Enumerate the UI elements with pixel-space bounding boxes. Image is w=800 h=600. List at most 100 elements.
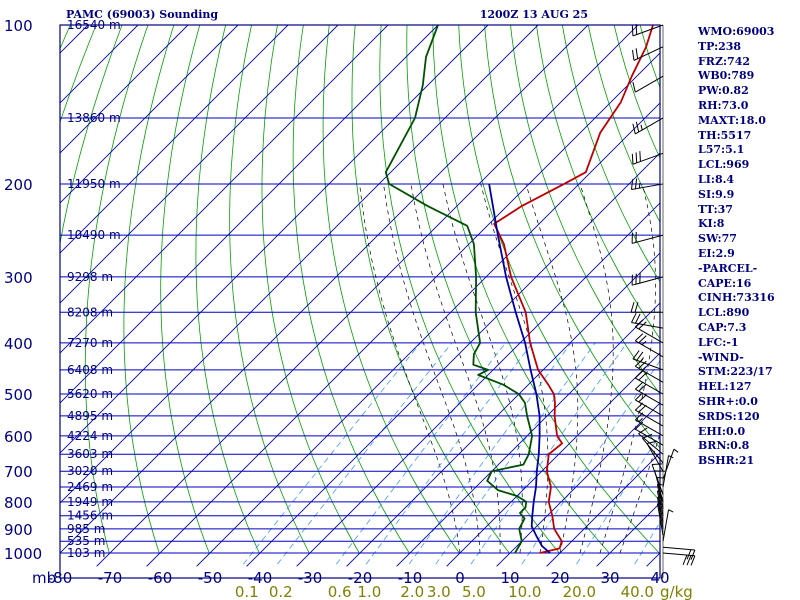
wind-barb-flag <box>634 333 644 342</box>
index-item: EI:2.9 <box>698 246 735 260</box>
height-label: 3603 m <box>67 447 113 461</box>
moist-adiabat <box>525 183 579 554</box>
wind-barb-staff <box>631 322 664 329</box>
wind-barb-flag <box>634 302 639 313</box>
wind-barb-flag <box>631 153 634 165</box>
temperature-tick-label: -80 <box>48 569 73 587</box>
wind-barb-staff <box>635 377 664 395</box>
wind-barb <box>631 231 664 244</box>
pressure-label: 500 <box>4 386 33 404</box>
temperature-tick-label: 40 <box>650 569 669 587</box>
mixing-ratio-label: 10.0 <box>508 583 541 600</box>
index-item: LI:8.4 <box>698 172 735 186</box>
index-item: SI:9.9 <box>698 187 735 201</box>
wind-barb-staff <box>633 46 664 61</box>
index-item: WMO:69003 <box>698 25 775 38</box>
index-item: BRN:0.8 <box>698 439 750 453</box>
temperature-line <box>493 25 654 554</box>
wind-barb-flag <box>690 555 696 566</box>
wind-barb-flag <box>686 555 692 566</box>
wind-barb-flag <box>634 370 644 379</box>
wind-barb-flag <box>634 313 641 324</box>
wind-barb-staff <box>631 183 664 190</box>
wind-barb-staff <box>631 276 664 286</box>
wind-barb <box>646 440 664 472</box>
moist-adiabat <box>579 183 614 554</box>
index-item: MAXT:18.0 <box>698 113 766 127</box>
isotherm <box>60 25 539 504</box>
wind-barb <box>631 312 664 329</box>
wind-barb-half-flag <box>641 340 647 346</box>
temperature-tick-label: -50 <box>198 569 223 587</box>
wind-barb <box>631 46 664 61</box>
wind-barb-flag <box>636 351 644 361</box>
dry-adiabat <box>432 25 660 554</box>
chart-timestamp: 1200Z 13 AUG 25 <box>479 8 588 21</box>
dry-adiabat <box>351 25 510 554</box>
pressure-label: 600 <box>4 428 33 446</box>
mixing-ratio-unit-label: g/kg <box>660 583 693 600</box>
height-label: 1949 m <box>67 495 113 509</box>
moist-adiabat <box>480 183 549 554</box>
dry-adiabat <box>510 25 660 395</box>
isotherm <box>60 25 189 154</box>
height-label: 9298 m <box>67 270 113 284</box>
mixing-ratio-label: 1.0 <box>357 583 381 600</box>
wind-barb <box>630 178 664 190</box>
dry-adiabat <box>484 25 660 449</box>
wind-barb <box>662 509 674 542</box>
wind-barb-flag <box>632 123 636 135</box>
mixing-ratio-label: 40.0 <box>621 583 654 600</box>
temperature-tick-label: 0 <box>455 569 465 587</box>
index-item: -WIND- <box>698 350 744 364</box>
isotherm <box>246 152 660 567</box>
height-label: 13860 m <box>67 111 121 125</box>
wind-barb-staff <box>631 234 664 244</box>
height-label: 985 m <box>67 522 105 536</box>
mixing-ratio-line <box>408 342 572 565</box>
wind-barb-flag <box>635 152 638 163</box>
wind-barb-half-flag <box>673 448 679 453</box>
wind-barb-flag <box>638 321 647 330</box>
chart-title: PAMC (69003) Sounding <box>66 8 219 21</box>
wind-barb <box>662 552 696 566</box>
wind-barb <box>634 381 664 406</box>
isotherm <box>196 102 660 567</box>
wind-barb-flag <box>635 121 640 133</box>
isotherm <box>60 25 489 454</box>
temperature-tick-label: -20 <box>348 569 373 587</box>
wind-barb-half-flag <box>638 417 643 423</box>
dewpoint-line <box>384 25 533 554</box>
index-item: TH:5517 <box>698 128 752 142</box>
moist-adiabat <box>619 433 660 554</box>
wind-barb <box>632 117 664 135</box>
mixing-ratio-line <box>365 342 533 565</box>
dry-adiabat <box>613 25 660 160</box>
moist-adiabat <box>383 183 481 554</box>
index-item: SHR+:0.0 <box>698 394 758 408</box>
pressure-unit-label: mb <box>32 569 56 587</box>
index-item: EHI:0.0 <box>698 424 746 438</box>
parcel-line <box>488 183 551 554</box>
index-item: LCL:969 <box>698 158 750 172</box>
isotherm <box>60 25 389 354</box>
mixing-ratio-line <box>470 342 628 565</box>
dry-adiabat <box>379 25 560 554</box>
isotherm <box>60 25 339 304</box>
wind-barb-flag <box>682 554 688 565</box>
wind-barb <box>651 463 664 495</box>
wind-barb-flag <box>630 179 634 190</box>
wind-barb <box>631 272 664 286</box>
temperature-tick-label: 30 <box>600 569 619 587</box>
wind-barb-staff <box>635 399 664 417</box>
moist-adiabat <box>410 183 501 554</box>
pressure-label: 1000 <box>4 545 42 563</box>
isotherm <box>496 402 660 567</box>
index-item: RH:73.0 <box>698 98 749 112</box>
wind-barb-flag <box>639 151 641 162</box>
dry-adiabat <box>261 25 360 554</box>
indices-panel: WMO:69003 TP:238 FRZ:742 WB0:789 PW:0.82 RH:7… <box>698 25 775 469</box>
dry-adiabat <box>562 25 660 283</box>
index-item: -PARCEL- <box>698 261 758 275</box>
wind-barb-staff <box>651 464 664 495</box>
